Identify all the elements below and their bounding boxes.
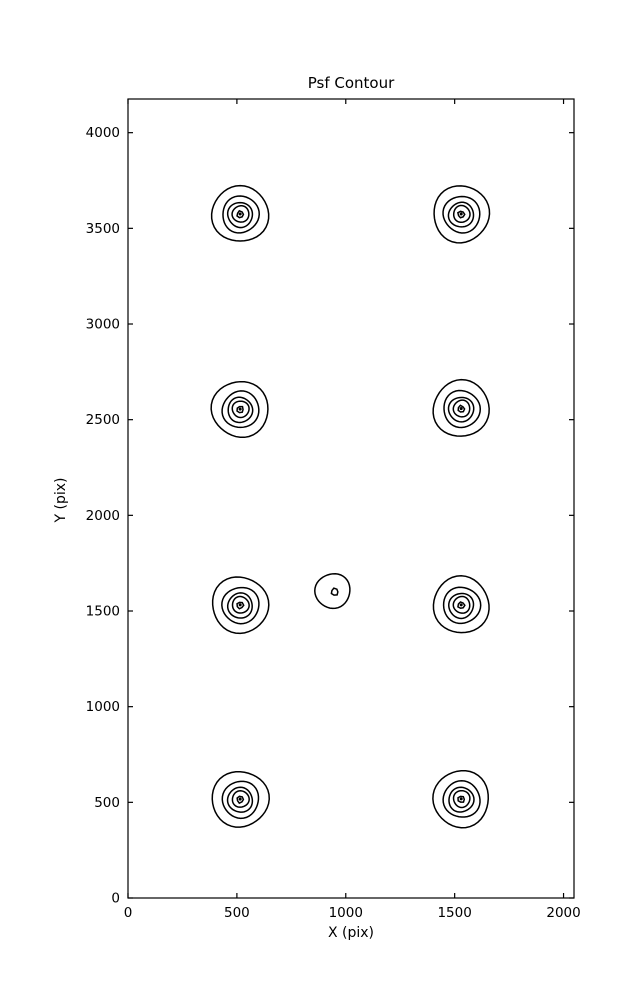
x-tick-label: 1500 [437,905,471,921]
y-tick-label: 500 [94,795,120,811]
contour-ring [457,601,466,609]
x-tick-label: 0 [124,905,133,921]
contour-ring [432,769,490,829]
contour-ring [442,779,481,818]
contour-ring [221,780,260,820]
contour-ring [221,586,260,625]
contour-ring [210,380,269,439]
y-tick-label: 1500 [86,604,120,620]
contour-ring [432,575,490,634]
contour-ring [211,576,270,635]
y-tick-label: 1000 [86,699,120,715]
contour-ring [231,204,250,223]
contour-ring [448,786,475,813]
contour-core-dot [459,797,463,801]
contour-ring [452,595,471,614]
y-tick-label: 2500 [86,412,120,428]
contour-ring [452,789,471,809]
contour-source [211,576,270,635]
x-tick-label: 2000 [546,905,580,921]
contour-ring [442,195,481,234]
contour-ring [227,396,254,424]
y-tick-label: 0 [111,891,120,907]
contour-ring [236,405,244,414]
contour-source [211,771,271,828]
contour-source [210,380,269,439]
contour-core-dot [459,212,463,216]
contour-ring [236,601,245,610]
contour-ring [226,201,254,229]
x-tick-label: 500 [224,905,250,921]
contour-ring [226,592,253,619]
axes-box [127,98,575,899]
contour-ring [457,795,466,803]
y-tick-label: 3500 [86,221,120,237]
contour-ring [314,573,351,610]
contour-ring [443,389,482,429]
contour-core-dot [238,603,242,607]
contour-ring [222,195,260,234]
contour-core-dot [459,407,463,411]
contour-ring [236,795,245,805]
contour-ring [452,399,471,418]
contour-ring [210,184,270,242]
contour-ring [221,390,260,429]
contour-ring [452,204,471,224]
y-tick-label: 3000 [86,317,120,333]
contour-source [432,769,490,829]
contour-source [314,573,351,610]
contour-source [432,378,490,437]
contour-ring [231,400,250,419]
contour-ring [432,378,490,437]
contour-ring [330,587,339,596]
contour-ring [457,404,466,413]
x-axis-label: X (pix) [327,925,375,941]
contour-core-dot [238,797,242,801]
contour-core-dot [459,603,463,607]
contour-ring [231,790,250,808]
contour-ring [433,185,491,244]
contour-ring [231,595,250,614]
contour-ring [442,586,482,625]
contour-source [210,184,270,242]
contour-ring [226,786,254,813]
contour-ring [447,396,475,423]
contour-ring [236,209,245,219]
contour-ring [456,210,466,219]
contour-source [433,185,491,244]
contour-core-dot [238,407,242,411]
y-tick-label: 2000 [86,508,120,524]
contour-source [432,575,490,634]
contour-core-dot [238,212,242,216]
y-tick-label: 4000 [86,125,120,141]
contour-ring [447,201,475,228]
contour-ring [448,592,475,620]
contour-ring [211,771,271,828]
x-tick-label: 1000 [329,905,363,921]
plot-title: Psf Contour [307,74,395,92]
